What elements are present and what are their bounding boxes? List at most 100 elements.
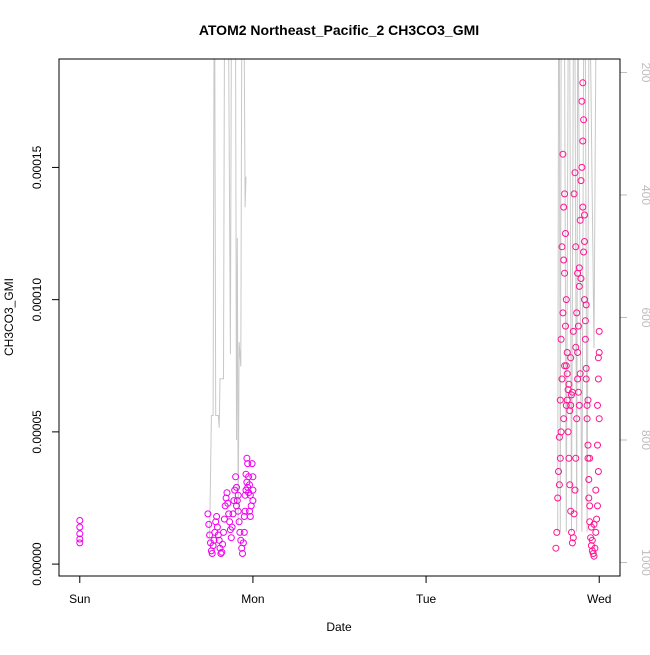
late-series-point <box>552 544 560 552</box>
late-series-point <box>563 370 571 378</box>
plot-frame <box>58 58 621 577</box>
late-series-point <box>562 322 569 330</box>
late-series-point <box>562 230 569 237</box>
late-series-point <box>556 454 564 462</box>
late-series-point <box>571 169 579 177</box>
right-tick-label: 200 <box>639 62 650 82</box>
early-series-point <box>243 478 251 486</box>
early-series-point <box>225 510 233 518</box>
early-series-point <box>234 491 242 499</box>
chart-title: ATOM2 Northeast_Pacific_2 CH3CO3_GMI <box>199 22 479 38</box>
plot-layer: Sun Mon Tue Wed 0.00000 0.00005 0.00010 0.00015… <box>30 59 650 606</box>
late-series-point <box>594 441 601 449</box>
y-axis-label: CH3CO3_GMI <box>2 278 16 356</box>
late-series-point <box>582 375 590 383</box>
late-series-point <box>564 428 572 436</box>
early-series-point <box>76 517 84 524</box>
late-series-point <box>580 116 588 124</box>
pressure-series-line <box>209 59 597 539</box>
early-series-point <box>228 523 236 531</box>
late-series-point <box>581 317 589 325</box>
late-series-point <box>594 502 601 510</box>
late-series-point <box>581 335 589 343</box>
late-series-point <box>582 301 590 309</box>
late-series-point <box>594 375 602 383</box>
late-series-point <box>559 150 567 158</box>
early-series-point <box>246 507 253 515</box>
late-series-point <box>592 528 600 536</box>
late-series-point <box>566 481 574 489</box>
late-series-point <box>579 137 587 145</box>
early-series-point <box>208 550 216 557</box>
y-tick-label: 0.00015 <box>30 145 44 189</box>
late-series-point <box>565 454 573 462</box>
early-series-point <box>233 497 241 505</box>
late-series-point <box>570 510 578 518</box>
late-series-point <box>560 415 568 423</box>
late-series-point <box>561 362 569 370</box>
late-series-group <box>552 79 603 560</box>
early-series-point <box>217 550 225 557</box>
late-series-point <box>581 211 588 219</box>
late-series-point <box>569 534 577 542</box>
late-series-point <box>588 536 596 544</box>
late-series-point <box>555 481 563 489</box>
late-series-point <box>585 494 593 502</box>
late-series-point <box>557 428 565 436</box>
early-series-point <box>224 499 232 507</box>
late-series-point <box>591 544 599 552</box>
late-series-point <box>573 415 581 423</box>
late-series-point <box>565 380 573 388</box>
early-series-point <box>76 535 84 543</box>
late-series-point <box>595 349 603 356</box>
late-series-point <box>578 97 586 105</box>
late-series-point <box>594 468 602 475</box>
late-series-point <box>574 269 582 277</box>
late-series-point <box>561 190 569 198</box>
early-series-point <box>233 483 240 491</box>
late-series-point <box>563 349 571 356</box>
early-series-point <box>219 540 227 548</box>
y-tick-label: 0.00000 <box>30 542 44 586</box>
x-tick-label: Wed <box>587 592 611 606</box>
right-tick-label: 800 <box>639 430 650 450</box>
early-series-point <box>246 513 254 520</box>
x-axis-label: Date <box>326 620 352 634</box>
late-series-point <box>595 327 603 335</box>
late-series-point <box>558 375 566 383</box>
late-series-point <box>575 401 583 409</box>
late-series-point <box>583 401 591 409</box>
late-series-point <box>557 335 565 343</box>
late-series-point <box>568 539 576 547</box>
early-series-point <box>204 510 212 518</box>
early-series-point <box>243 454 251 462</box>
late-series-point <box>585 476 593 483</box>
early-series-point <box>205 520 213 528</box>
early-series-point <box>76 523 84 531</box>
early-series-point <box>249 497 257 505</box>
x-tick-label: Tue <box>416 592 437 606</box>
late-series-point <box>562 401 570 409</box>
early-series-point <box>220 528 227 536</box>
late-series-point <box>594 401 601 409</box>
early-series-point <box>76 539 84 547</box>
early-series-point <box>232 473 240 481</box>
right-tick-label: 400 <box>639 185 650 205</box>
early-series-point <box>239 539 247 547</box>
x-tick-label: Mon <box>241 592 264 606</box>
early-series-point <box>213 513 221 520</box>
y-tick-label: 0.00005 <box>30 410 44 454</box>
late-series-point <box>569 327 577 335</box>
early-series-point <box>236 528 244 536</box>
early-series-point <box>233 502 240 510</box>
late-series-point <box>560 203 568 211</box>
late-series-point <box>582 364 590 372</box>
late-series-point <box>579 79 587 87</box>
late-series-point <box>584 441 592 449</box>
late-series-point <box>580 248 588 256</box>
late-series-point <box>578 163 586 171</box>
late-series-point <box>567 354 575 362</box>
